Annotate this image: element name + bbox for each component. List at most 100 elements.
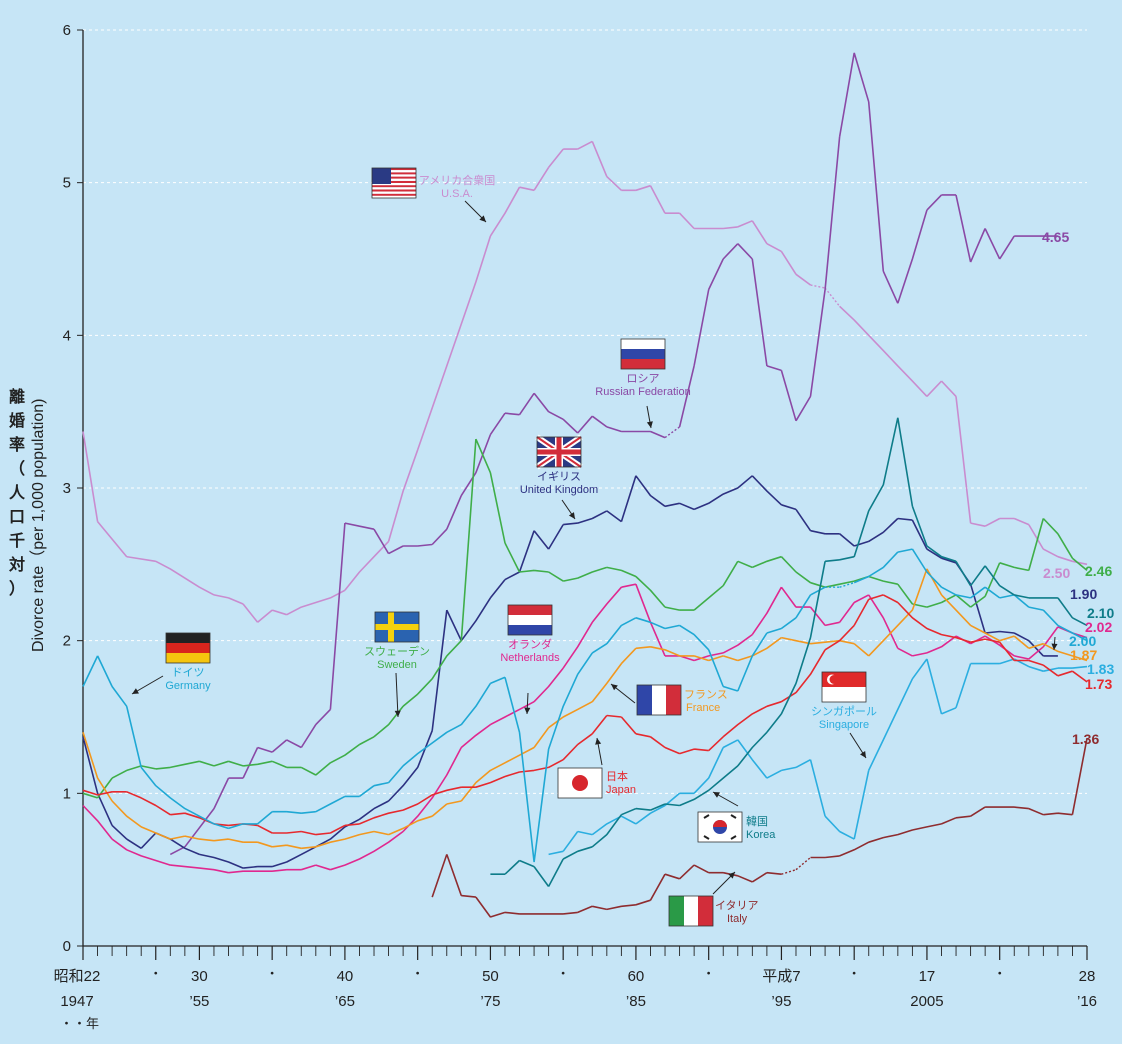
y-tick-label: 3: [63, 480, 71, 497]
x-tick-label-ja: 昭和22: [54, 968, 101, 985]
flag-part: [372, 187, 416, 189]
x-tick-label-en: ’95: [771, 993, 791, 1010]
flag-part: [572, 775, 588, 791]
flag-part: [822, 687, 866, 702]
label-singapore-en: Singapore: [819, 719, 869, 731]
y-tick-label: 6: [63, 22, 71, 39]
ylabel-ja-char: （: [9, 460, 25, 478]
end-value-label: 2.00: [1069, 633, 1096, 649]
korea-flag: [698, 812, 742, 842]
uk-flag: [537, 437, 581, 467]
label-germany-en: Germany: [165, 680, 211, 692]
end-value-label: 2.10: [1087, 605, 1114, 621]
x-unit-label: ・・年: [60, 1016, 99, 1031]
flag-part: [372, 189, 416, 191]
x-tick-label-ja: ・: [848, 966, 861, 981]
label-italy-en: Italy: [727, 913, 748, 925]
ylabel-ja-char: 率: [9, 435, 25, 454]
russia-flag: [621, 339, 665, 369]
label-usa-en: U.S.A.: [441, 188, 473, 200]
x-tick-label-en: ’16: [1077, 993, 1097, 1010]
x-tick-label-ja: 40: [337, 968, 354, 985]
usa-flag: [372, 168, 416, 198]
flag-part: [372, 185, 416, 187]
flag-part: [372, 194, 416, 196]
y-tick-label: 2: [63, 633, 71, 650]
ylabel-ja-char: 婚: [9, 411, 25, 430]
x-tick-label-en: 2005: [910, 993, 943, 1010]
x-tick-label-en: ’55: [189, 993, 209, 1010]
label-korea-en: Korea: [746, 829, 776, 841]
x-tick-label-en: ’65: [335, 993, 355, 1010]
x-tick-label-ja: 平成7: [762, 968, 800, 985]
label-singapore-ja: シンガポール: [811, 705, 877, 718]
flag-part: [830, 675, 839, 684]
y-tick-label: 0: [63, 938, 71, 955]
flag-part: [166, 653, 210, 663]
y-tick-label: 5: [63, 175, 71, 192]
flag-part: [537, 450, 581, 455]
flag-part: [652, 685, 666, 715]
label-uk-ja: イギリス: [537, 470, 581, 483]
flag-part: [684, 896, 698, 926]
end-value-label: 2.50: [1043, 565, 1070, 581]
flag-part: [375, 624, 419, 630]
x-tick-label-en: ’75: [480, 993, 500, 1010]
france-flag: [637, 685, 681, 715]
singapore-flag: [822, 672, 866, 702]
germany-flag: [166, 633, 210, 663]
flag-part: [508, 625, 552, 635]
ylabel-ja-char: 対: [8, 555, 25, 574]
ylabel-ja-char: 離: [9, 387, 25, 406]
flag-part: [698, 896, 713, 926]
label-japan-ja: 日本: [606, 769, 628, 783]
flag-part: [621, 349, 665, 359]
label-sweden-en: Sweden: [377, 659, 417, 671]
flag-part: [669, 896, 684, 926]
label-netherlands-ja: オランダ: [508, 637, 552, 651]
label-sweden-ja: スウェーデン: [364, 644, 430, 658]
label-netherlands-en: Netherlands: [500, 652, 560, 664]
label-usa-ja: アメリカ合衆国: [419, 173, 495, 187]
label-korea-ja: 韓国: [746, 815, 768, 828]
x-tick-label-ja: 28: [1079, 968, 1096, 985]
ylabel-ja-char: 口: [9, 509, 25, 526]
end-value-label: 1.83: [1087, 661, 1114, 677]
flag-part: [637, 685, 652, 715]
netherlands-flag: [508, 605, 552, 635]
label-italy-ja: イタリア: [715, 899, 759, 912]
flag-part: [166, 633, 210, 643]
label-france-ja: フランス: [684, 689, 728, 701]
label-germany-ja: ドイツ: [172, 667, 205, 679]
flag-part: [621, 339, 665, 349]
x-tick-label-ja: ・: [702, 966, 715, 981]
y-tick-label: 4: [63, 327, 71, 344]
japan-flag: [558, 768, 602, 798]
y-tick-label: 1: [63, 785, 71, 802]
end-value-label: 4.65: [1042, 229, 1069, 245]
label-france-en: France: [686, 702, 720, 714]
x-tick-label-ja: 30: [191, 968, 208, 985]
ylabel-ja-char: ）: [9, 580, 25, 598]
flag-part: [508, 615, 552, 625]
x-tick-label-ja: ・: [557, 966, 570, 981]
flag-part: [372, 168, 391, 184]
x-tick-label-ja: 60: [628, 968, 645, 985]
flag-part: [621, 359, 665, 369]
end-value-label: 2.46: [1085, 563, 1112, 579]
x-tick-label-ja: ・: [266, 966, 279, 981]
sweden-flag: [375, 612, 419, 642]
label-uk-en: United Kingdom: [520, 484, 598, 496]
x-tick-label-ja: ・: [149, 966, 162, 981]
flag-part: [372, 192, 416, 194]
label-japan-en: Japan: [606, 784, 636, 796]
label-russia-en: Russian Federation: [595, 386, 690, 398]
flag-part: [666, 685, 681, 715]
ylabel-ja-char: 人: [9, 484, 26, 502]
x-tick-label-ja: ・: [993, 966, 1006, 981]
x-tick-label-ja: 50: [482, 968, 499, 985]
label-russia-ja: ロシア: [627, 373, 660, 385]
